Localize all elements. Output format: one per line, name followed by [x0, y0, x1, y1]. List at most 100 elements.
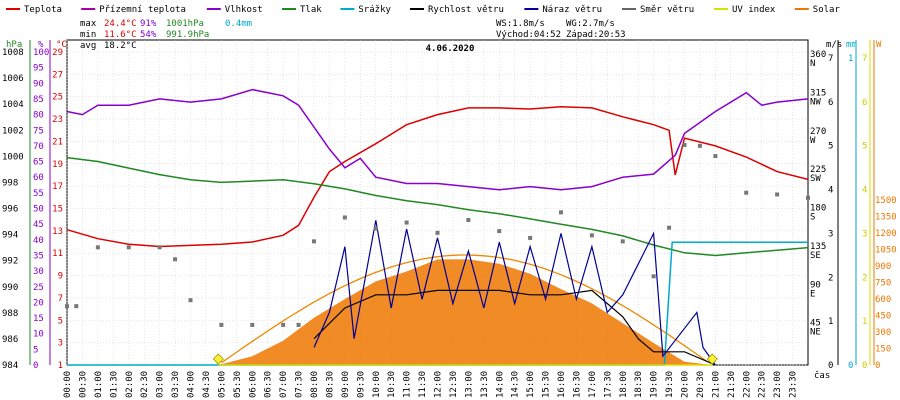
- stat-avg-label: avg: [80, 41, 96, 51]
- hpa-tick-label: 996: [2, 205, 18, 215]
- series-line-vlhkost: [66, 88, 809, 191]
- legend-label: Rychlost větru: [428, 5, 504, 15]
- series-line-rychlost-v-tru: [313, 289, 716, 366]
- uv-tick-label: 3: [862, 229, 867, 239]
- x-tick-label: 04:30: [202, 371, 212, 398]
- stat-sunrise: Východ:04:52: [496, 30, 561, 40]
- hpa-tick-label: 988: [2, 309, 18, 319]
- x-tick-label: 07:00: [279, 371, 289, 398]
- x-tick-label: 14:00: [495, 371, 505, 398]
- wind-direction-point: [296, 322, 301, 327]
- w-tick-label: 1500: [875, 196, 897, 206]
- dir-tick-value: 90: [810, 280, 821, 290]
- pct-tick-label: 0: [33, 361, 38, 371]
- dir-tick-label: NE: [810, 328, 821, 338]
- x-tick-label: 18:30: [634, 371, 644, 398]
- stat-rain: 0.4mm: [225, 19, 252, 29]
- x-tick-label: 08:00: [310, 371, 320, 398]
- hpa-tick-label: 990: [2, 283, 18, 293]
- hpa-tick-label: 1006: [2, 74, 24, 84]
- uv-tick-label: 0: [862, 361, 867, 371]
- x-tick-label: 17:00: [588, 371, 598, 398]
- hpa-tick-label: 998: [2, 178, 18, 188]
- pct-tick-label: 90: [33, 79, 44, 89]
- degc-tick-label: 17: [52, 182, 63, 192]
- w-tick-label: 150: [875, 345, 891, 355]
- w-tick-label: 300: [875, 328, 891, 338]
- x-tick-label: 20:00: [681, 371, 691, 398]
- legend-label: Teplota: [24, 5, 62, 15]
- wind-direction-point: [682, 142, 687, 147]
- x-tick-label: 00:30: [78, 371, 88, 398]
- wind-direction-point: [620, 239, 625, 244]
- pct-tick-label: 15: [33, 314, 44, 324]
- degc-tick-label: 13: [52, 227, 63, 237]
- x-tick-label: 01:00: [94, 371, 104, 398]
- pct-tick-label: 20: [33, 298, 44, 308]
- degc-tick-label: 5: [58, 316, 63, 326]
- stat-ws: WS:1.8m/s: [496, 19, 545, 29]
- wind-direction-point: [74, 304, 79, 309]
- dir-tick-label: SE: [810, 251, 821, 261]
- wind-direction-point: [775, 192, 780, 197]
- pct-tick-label: 50: [33, 205, 44, 215]
- dir-tick-value: 45: [810, 319, 821, 329]
- sunset-marker: [706, 353, 718, 365]
- stat-min-hum: 54%: [140, 30, 157, 40]
- x-tick-label: 01:30: [109, 371, 119, 398]
- x-tick-label: 08:30: [325, 371, 335, 398]
- stat-max-label: max: [80, 19, 97, 29]
- stat-min-label: min: [80, 30, 96, 40]
- x-tick-label: 22:00: [742, 371, 752, 398]
- x-tick-label: 06:30: [264, 371, 274, 398]
- pct-tick-label: 30: [33, 267, 44, 277]
- uv-tick-label: 5: [862, 142, 867, 152]
- x-tick-label: 15:30: [542, 371, 552, 398]
- solar-area: [218, 259, 713, 365]
- ms-tick-label: 1: [828, 317, 833, 327]
- w-tick-label: 900: [875, 262, 891, 272]
- sunrise-marker: [212, 353, 224, 365]
- wind-direction-point: [806, 195, 810, 200]
- x-axis-unit: čas: [814, 370, 830, 381]
- wind-direction-point: [713, 154, 718, 159]
- wind-direction-point: [373, 226, 378, 231]
- dir-tick-label: W: [810, 136, 816, 146]
- x-tick-label: 16:30: [572, 371, 582, 398]
- uv-tick-label: 4: [862, 186, 867, 196]
- degc-tick-label: 3: [58, 339, 63, 349]
- wind-direction-point: [219, 322, 224, 327]
- pct-tick-label: 85: [33, 95, 44, 105]
- w-tick-label: 1050: [875, 246, 897, 256]
- wind-direction-point: [250, 322, 255, 327]
- dir-tick-value: 315: [810, 88, 826, 98]
- ms-tick-label: 2: [828, 273, 833, 283]
- stat-avg-temp: 18.2°C: [104, 41, 137, 51]
- w-axis-unit: W: [876, 40, 882, 50]
- wind-direction-point: [126, 245, 131, 250]
- x-tick-label: 19:00: [650, 371, 660, 398]
- legend-label: Tlak: [300, 5, 322, 15]
- wind-direction-point: [95, 245, 100, 250]
- x-tick-label: 11:00: [403, 371, 413, 398]
- solar-theoretical-line: [221, 254, 709, 364]
- degc-tick-label: 27: [52, 70, 63, 80]
- wind-direction-point: [342, 215, 347, 220]
- mm-tick-label: 0: [848, 361, 853, 371]
- legend-label: Přízemní teplota: [99, 5, 186, 15]
- x-tick-label: 02:30: [140, 371, 150, 398]
- x-tick-label: 19:30: [665, 371, 675, 398]
- uv-tick-label: 6: [862, 98, 867, 108]
- legend-label: Směr větru: [640, 5, 694, 15]
- ms-tick-label: 7: [828, 54, 833, 64]
- legend-label: Vlhkost: [225, 5, 263, 15]
- wind-direction-point: [744, 190, 749, 195]
- hpa-tick-label: 1000: [2, 152, 24, 162]
- dir-tick-label: NW: [810, 97, 821, 107]
- wind-direction-point: [697, 143, 702, 148]
- degc-tick-label: 15: [52, 205, 63, 215]
- x-tick-label: 17:30: [603, 371, 613, 398]
- pct-tick-label: 75: [33, 126, 44, 136]
- pct-tick-label: 35: [33, 251, 44, 261]
- x-tick-label: 22:30: [758, 371, 768, 398]
